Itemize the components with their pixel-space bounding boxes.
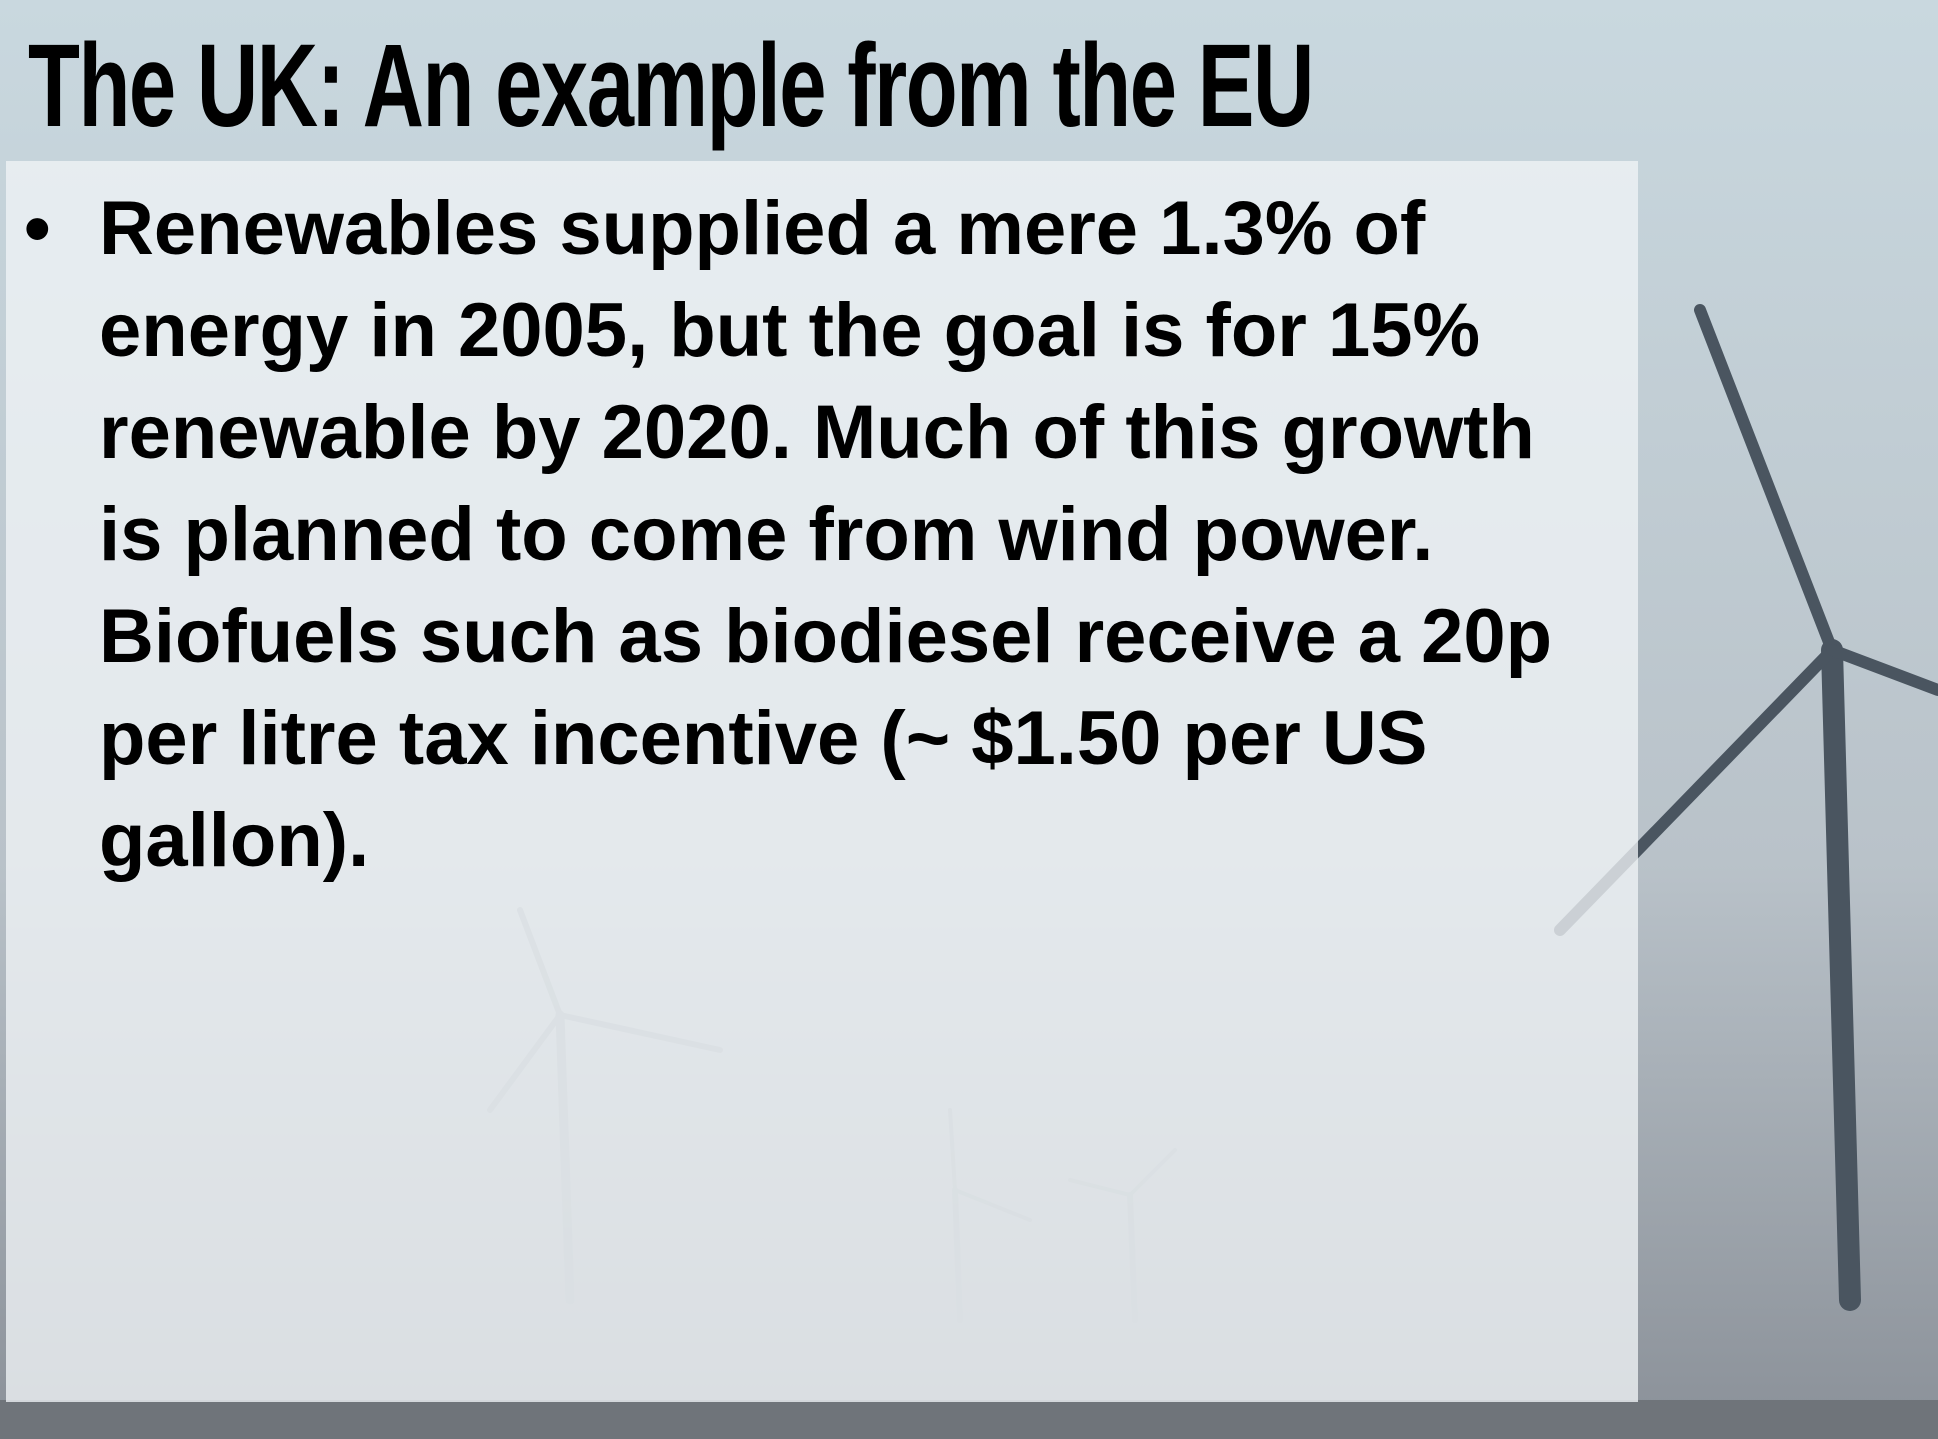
bullet-list: Renewables supplied a mere 1.3% of energ…: [24, 178, 1604, 892]
ground: [0, 1400, 1938, 1439]
bullet-item: Renewables supplied a mere 1.3% of energ…: [24, 178, 1604, 892]
slide-title: The UK: An example from the EU: [28, 20, 1314, 152]
